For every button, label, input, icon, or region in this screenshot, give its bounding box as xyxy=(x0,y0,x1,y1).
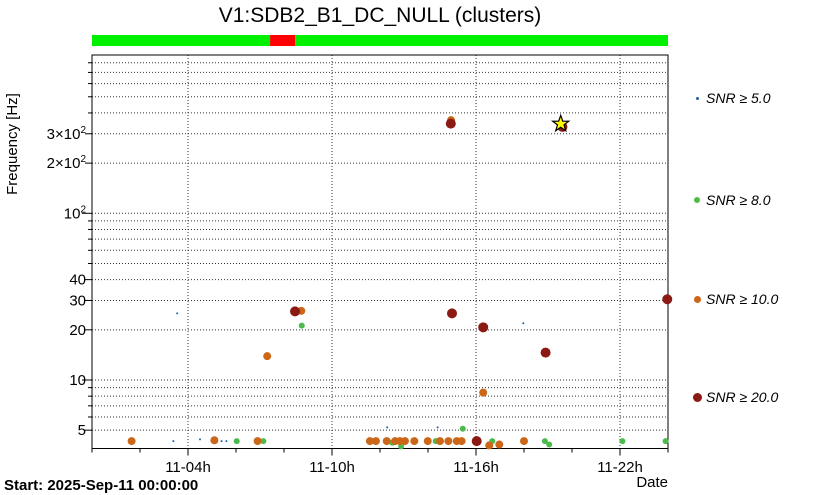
series-2 xyxy=(127,116,528,450)
data-point xyxy=(176,312,179,315)
data-point xyxy=(478,322,489,333)
legend-label: SNR ≥ 10.0 xyxy=(706,291,779,307)
y-tick-label: 30 xyxy=(69,292,86,309)
data-point xyxy=(495,440,504,449)
snr10-dot-icon xyxy=(693,295,701,303)
data-point xyxy=(260,438,267,445)
snr8-dot-icon xyxy=(694,197,700,203)
data-point xyxy=(225,440,228,443)
x-axis-title: Date xyxy=(636,474,668,491)
data-point xyxy=(522,322,525,325)
data-point xyxy=(400,437,409,446)
data-point xyxy=(540,347,551,358)
data-point xyxy=(457,437,466,446)
series-1 xyxy=(233,322,669,450)
axes: 11-04h 11-10h 11-16h 11-22h 5 10 20 30 40 102 2×10… xyxy=(47,62,669,476)
data-point xyxy=(444,437,453,446)
legend-label: SNR ≥ 5.0 xyxy=(706,90,771,106)
data-point xyxy=(541,438,548,445)
legend-marker-box xyxy=(688,295,706,303)
data-point xyxy=(210,436,219,445)
data-point xyxy=(410,437,419,446)
data-point xyxy=(471,436,482,447)
x-tick-label: 11-22h xyxy=(597,459,643,476)
series-0 xyxy=(172,312,525,443)
data-point xyxy=(436,437,444,446)
data-point xyxy=(520,437,528,446)
start-timestamp: Start: 2025-Sep-11 00:00:00 xyxy=(4,477,199,494)
x-tick-label: 11-16h xyxy=(453,459,499,476)
y-tick-label: 10 xyxy=(69,372,86,389)
y-tick-label: 5 xyxy=(78,422,86,439)
y-tick-label: 2×102 xyxy=(47,154,87,172)
star-marker-icon xyxy=(550,113,571,133)
y-tick-label: 3×102 xyxy=(47,125,87,143)
data-point xyxy=(662,438,669,445)
y-tick-label: 102 xyxy=(64,204,87,222)
data-point xyxy=(199,438,201,441)
x-tick-label: 11-10h xyxy=(309,459,355,476)
y-tick-label: 20 xyxy=(69,322,86,339)
data-point xyxy=(485,441,494,450)
snr5-dot-icon xyxy=(695,96,699,100)
plot-frame xyxy=(91,54,669,449)
data-point xyxy=(371,437,380,446)
data-point xyxy=(365,437,374,446)
status-segment-ok xyxy=(92,35,271,46)
data-point xyxy=(127,437,136,446)
y-axis-title: Frequency [Hz] xyxy=(4,93,21,195)
status-segment-ok xyxy=(295,35,668,46)
series-3 xyxy=(290,118,673,447)
status-segment-alert xyxy=(270,35,296,46)
data-point xyxy=(459,425,466,432)
data-point xyxy=(662,294,673,305)
grid xyxy=(92,55,668,449)
legend-marker-box xyxy=(688,197,706,203)
data-point xyxy=(436,426,439,429)
data-point xyxy=(298,322,305,329)
chart-title: V1:SDB2_B1_DC_NULL (clusters) xyxy=(218,4,542,27)
data-point xyxy=(386,426,389,429)
data-point xyxy=(220,440,223,443)
data-point xyxy=(382,437,391,446)
legend-entry-snr20: SNR ≥ 20.0 xyxy=(688,387,778,407)
data-point xyxy=(619,438,626,445)
legend-marker-box xyxy=(688,96,706,100)
snr20-dot-icon xyxy=(692,392,702,402)
data-point xyxy=(479,388,488,397)
data-point xyxy=(172,440,175,443)
data-point xyxy=(447,308,457,319)
data-point xyxy=(423,437,432,446)
legend-marker-box xyxy=(688,392,706,402)
legend-entry-snr8: SNR ≥ 8.0 xyxy=(688,190,770,210)
data-point xyxy=(253,437,262,446)
legend-label: SNR ≥ 8.0 xyxy=(706,192,771,208)
data-point xyxy=(263,352,272,361)
x-tick-label: 11-04h xyxy=(165,459,211,476)
data-point xyxy=(290,306,301,317)
data-point xyxy=(233,438,240,445)
legend-label: SNR ≥ 20.0 xyxy=(706,389,779,405)
y-tick-label: 40 xyxy=(69,272,86,289)
legend-entry-snr5: SNR ≥ 5.0 xyxy=(688,88,770,108)
data-point xyxy=(445,118,456,129)
status-bar xyxy=(92,35,668,46)
legend-entry-snr10: SNR ≥ 10.0 xyxy=(688,289,778,309)
data-point xyxy=(546,441,553,448)
